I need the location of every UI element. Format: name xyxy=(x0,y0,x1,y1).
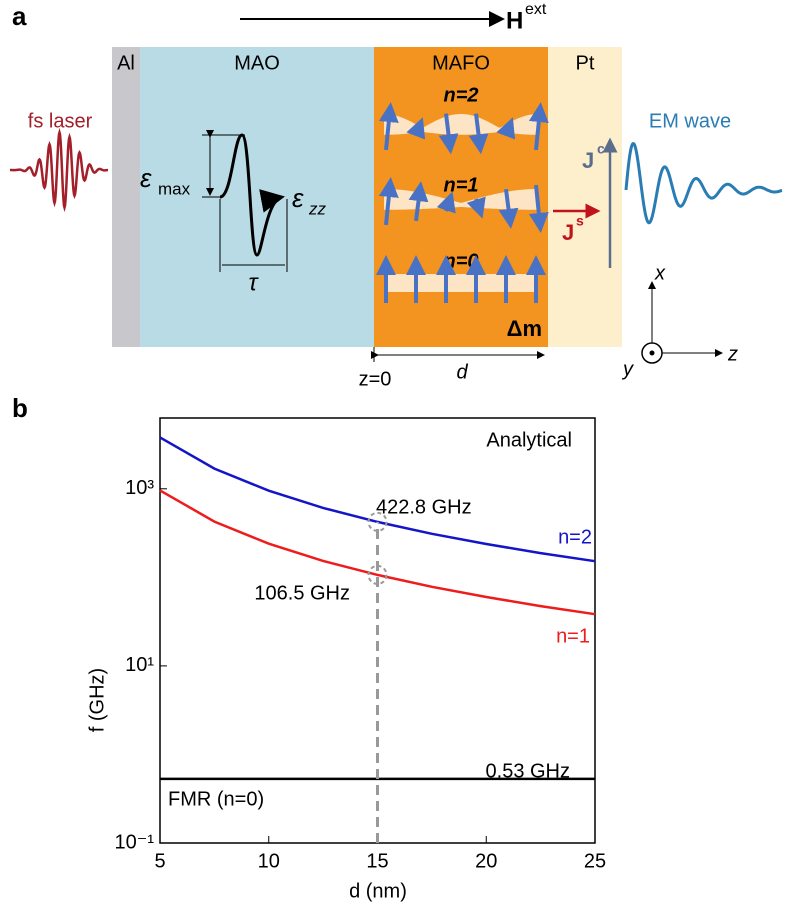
strain-symbol: ε xyxy=(140,163,152,193)
spin-arrow xyxy=(406,117,426,140)
wave-label: EM wave xyxy=(649,110,731,132)
spin-modes xyxy=(376,102,549,303)
mode-label: n=0 xyxy=(443,250,478,272)
series-label: n=2 xyxy=(558,526,592,548)
z0-label: z=0 xyxy=(359,368,392,390)
y-tick-label: 10⁻¹ xyxy=(115,831,155,853)
dm-label: Δm xyxy=(507,316,542,341)
strain-pulse xyxy=(219,133,285,257)
strain-symbol: ε xyxy=(292,183,304,213)
mode-label: n=2 xyxy=(443,84,478,106)
x-tick-label: 25 xyxy=(584,850,606,872)
annotation: Analytical xyxy=(486,429,572,451)
series-label: n=1 xyxy=(556,625,590,647)
y-tick-label: 10¹ xyxy=(125,654,154,676)
y-axis-dot xyxy=(649,350,655,356)
layer-al xyxy=(112,47,140,347)
x-tick-label: 15 xyxy=(366,850,388,872)
js-label: J xyxy=(562,220,574,245)
annotation: 106.5 GHz xyxy=(254,582,350,604)
highlight-circle xyxy=(367,511,388,532)
spin-arrow xyxy=(436,191,456,214)
x-tick-label: 10 xyxy=(258,850,280,872)
annotation: 422.8 GHz xyxy=(376,496,472,518)
layer-label: MAFO xyxy=(432,52,490,74)
series-line xyxy=(159,489,596,616)
axis-label: x xyxy=(654,262,666,284)
x-tick-label: 20 xyxy=(475,850,497,872)
spin-arrow xyxy=(528,102,549,151)
panel-b: b d (nm) f (GHz) 5 10 15 20 25 10⁻¹ 10¹ 10³ n=2 n… xyxy=(12,393,606,902)
spin-arrow xyxy=(496,117,516,140)
mode-label: n=1 xyxy=(443,174,478,196)
series-label: FMR (n=0) xyxy=(168,788,264,810)
panel-label: b xyxy=(12,393,28,423)
d-label: d xyxy=(456,361,468,383)
strain-sub: zz xyxy=(308,199,327,218)
panel-label: a xyxy=(12,1,27,31)
layer-label: MAO xyxy=(234,52,280,74)
layer-label: Al xyxy=(117,52,135,74)
strain-sub: max xyxy=(158,179,191,198)
panel-a: a H ext Al MAO MAFO Pt fs laser EM wave … xyxy=(10,1,783,390)
spin-arrow xyxy=(408,181,429,222)
spin-arrow xyxy=(528,184,549,233)
axis-label: z xyxy=(727,343,738,365)
laser-label: fs laser xyxy=(28,110,93,132)
spin-arrow xyxy=(498,188,519,229)
jc-sup: c xyxy=(597,141,605,157)
layer-label: Pt xyxy=(576,52,595,74)
highlight-circle xyxy=(367,564,388,585)
tau: τ xyxy=(249,269,260,296)
spin-arrow xyxy=(378,102,399,151)
em-wave xyxy=(624,142,783,225)
js-sup: s xyxy=(576,213,584,229)
field-sup: ext xyxy=(525,1,547,18)
y-axis-title: f (GHz) xyxy=(86,668,108,732)
x-tick-label: 5 xyxy=(154,850,165,872)
spin-arrow xyxy=(466,196,486,219)
layer-mao xyxy=(140,47,374,347)
laser-pulse xyxy=(10,127,108,213)
jc-label: J xyxy=(582,148,594,173)
annotation: 0.53 GHz xyxy=(486,760,570,782)
spin-arrow xyxy=(468,113,489,155)
spin-arrow xyxy=(438,113,459,155)
axis-label: y xyxy=(621,358,634,380)
field-label: H xyxy=(506,7,523,34)
mode-profile xyxy=(384,274,538,292)
y-tick-label: 10³ xyxy=(125,477,154,499)
spin-arrow xyxy=(378,177,399,226)
x-axis-title: d (nm) xyxy=(349,880,407,902)
